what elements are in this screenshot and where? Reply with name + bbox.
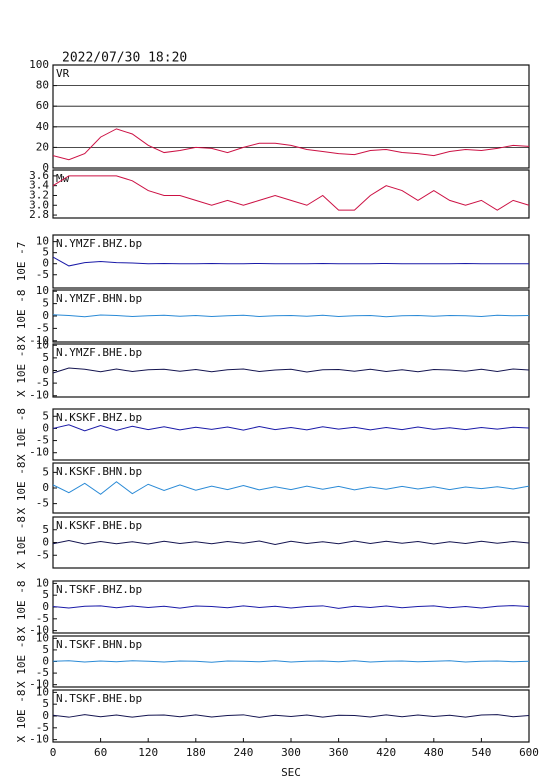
y-tick-label: 0 bbox=[42, 709, 49, 722]
y-axis-label: X 10E -8 bbox=[15, 344, 28, 397]
series-line bbox=[52, 481, 530, 495]
y-axis-label: X 10E -8 bbox=[15, 635, 28, 688]
y-tick-label: -5 bbox=[36, 721, 49, 734]
series-line bbox=[52, 714, 530, 718]
y-tick-label: 5 bbox=[42, 351, 49, 364]
y-tick-label: 5 bbox=[42, 246, 49, 259]
x-tick-label: 300 bbox=[281, 746, 301, 759]
y-tick-label: 5 bbox=[42, 297, 49, 310]
y-tick-label: -10 bbox=[29, 334, 49, 347]
series-label: N.TSKF.BHE.bp bbox=[56, 692, 142, 705]
series-line bbox=[52, 660, 530, 663]
x-tick-label: 120 bbox=[138, 746, 158, 759]
y-tick-label: 0 bbox=[42, 655, 49, 668]
y-tick-label: -10 bbox=[29, 389, 49, 402]
series-label: N.YMZF.BHE.bp bbox=[56, 346, 142, 359]
y-tick-label: 5 bbox=[42, 523, 49, 536]
y-axis-label: X 10E -8 bbox=[15, 462, 28, 515]
y-tick-label: 10 bbox=[36, 284, 49, 297]
x-tick-label: 0 bbox=[50, 746, 57, 759]
y-tick-label: 40 bbox=[36, 120, 49, 133]
y-tick-label: 0 bbox=[42, 161, 49, 174]
x-tick-label: 60 bbox=[94, 746, 107, 759]
y-tick-label: 3.4 bbox=[29, 179, 49, 192]
chart-title: 2022/07/30 18:20 bbox=[62, 51, 187, 66]
y-tick-label: -10 bbox=[29, 446, 49, 459]
panel-frame bbox=[52, 234, 530, 289]
series-line bbox=[52, 314, 530, 318]
y-tick-label: -10 bbox=[29, 678, 49, 691]
series-line bbox=[52, 605, 530, 609]
y-tick-label: 10 bbox=[36, 576, 49, 589]
y-tick-label: -10 bbox=[29, 624, 49, 637]
x-axis-label: SEC bbox=[281, 766, 301, 779]
y-tick-label: -10 bbox=[29, 733, 49, 746]
y-tick-label: 10 bbox=[36, 235, 49, 248]
y-axis-label: X 10E -8 bbox=[15, 408, 28, 461]
series-label: N.TSKF.BHZ.bp bbox=[56, 583, 142, 596]
series-label: VR bbox=[56, 67, 70, 80]
y-tick-label: 60 bbox=[36, 99, 49, 112]
x-tick-label: 480 bbox=[424, 746, 444, 759]
series-line bbox=[52, 539, 530, 546]
series-line bbox=[52, 256, 529, 267]
x-tick-label: 420 bbox=[376, 746, 396, 759]
panel-frame bbox=[52, 169, 530, 219]
y-tick-label: 20 bbox=[36, 140, 49, 153]
y-tick-label: 0 bbox=[42, 257, 49, 270]
series-label: N.YMZF.BHN.bp bbox=[56, 292, 142, 305]
y-tick-label: 5 bbox=[42, 465, 49, 478]
y-tick-label: -5 bbox=[36, 268, 49, 281]
y-tick-label: -5 bbox=[36, 666, 49, 679]
y-axis-label: X 10E -8 bbox=[15, 581, 28, 634]
y-axis-label: X 10E -8 bbox=[15, 516, 28, 569]
y-tick-label: 5 bbox=[42, 409, 49, 422]
y-tick-label: -5 bbox=[36, 612, 49, 625]
series-line bbox=[52, 424, 530, 432]
y-tick-label: 5 bbox=[42, 643, 49, 656]
series-line bbox=[52, 175, 530, 211]
y-tick-label: 3.6 bbox=[29, 169, 49, 182]
y-tick-label: 0 bbox=[42, 421, 49, 434]
series-label: N.KSKF.BHZ.bp bbox=[56, 411, 142, 424]
y-tick-label: -5 bbox=[36, 497, 49, 510]
y-tick-label: -5 bbox=[36, 321, 49, 334]
x-tick-label: 180 bbox=[186, 746, 206, 759]
y-tick-label: 100 bbox=[29, 58, 49, 71]
y-tick-label: 2.8 bbox=[29, 208, 49, 221]
y-axis-label: X 10E -8 bbox=[15, 690, 28, 743]
y-axis-label: 10E -7 bbox=[15, 242, 28, 282]
y-tick-label: -5 bbox=[36, 376, 49, 389]
series-label: N.YMZF.BHZ.bp bbox=[56, 237, 142, 250]
y-tick-label: 3.2 bbox=[29, 188, 49, 201]
y-tick-label: -5 bbox=[36, 548, 49, 561]
y-tick-label: 3.0 bbox=[29, 198, 49, 211]
y-tick-label: 5 bbox=[42, 588, 49, 601]
y-tick-label: 10 bbox=[36, 685, 49, 698]
series-label: N.KSKF.BHE.bp bbox=[56, 519, 142, 532]
y-tick-label: 0 bbox=[42, 536, 49, 549]
series-label: N.TSKF.BHN.bp bbox=[56, 638, 142, 651]
y-tick-label: 0 bbox=[42, 481, 49, 494]
y-tick-label: 0 bbox=[42, 309, 49, 322]
series-label: N.KSKF.BHN.bp bbox=[56, 465, 142, 478]
y-tick-label: 0 bbox=[42, 600, 49, 613]
y-tick-label: 10 bbox=[36, 631, 49, 644]
series-line bbox=[52, 128, 530, 161]
y-tick-label: 5 bbox=[42, 697, 49, 710]
x-tick-label: 240 bbox=[233, 746, 253, 759]
y-tick-label: 10 bbox=[36, 338, 49, 351]
x-tick-label: 540 bbox=[471, 746, 491, 759]
y-tick-label: 0 bbox=[42, 364, 49, 377]
y-axis-label: X 10E -8 bbox=[15, 290, 28, 343]
panel-frame bbox=[52, 64, 530, 169]
x-tick-label: 600 bbox=[519, 746, 539, 759]
series-line bbox=[52, 367, 530, 374]
x-tick-label: 360 bbox=[329, 746, 349, 759]
panel-frame bbox=[52, 408, 530, 461]
y-tick-label: 80 bbox=[36, 79, 49, 92]
y-tick-label: -5 bbox=[36, 434, 49, 447]
